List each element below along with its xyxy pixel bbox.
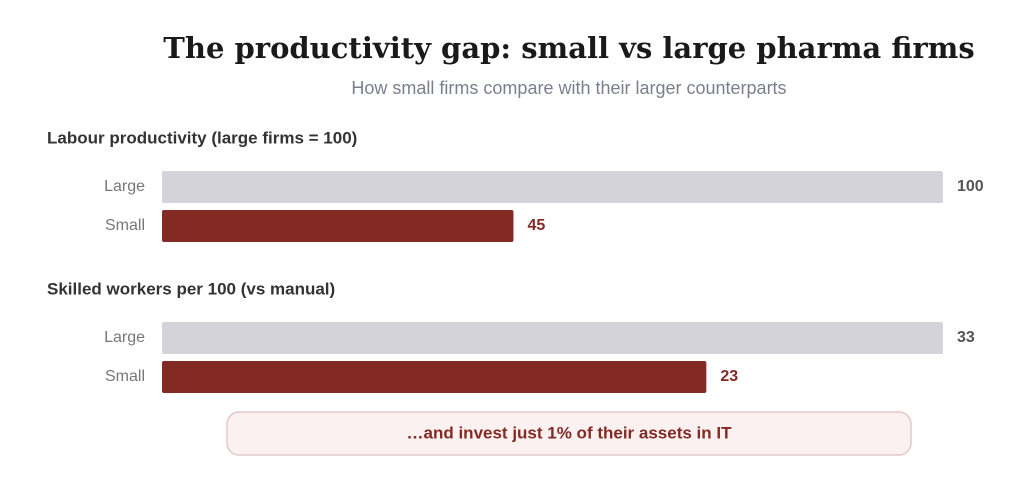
callout-text: …and invest just 1% of their assets in I…	[407, 423, 733, 442]
panel-title: Labour productivity (large firms = 100)	[47, 128, 357, 147]
category-label: Large	[104, 329, 145, 346]
category-label: Large	[104, 178, 145, 195]
panel-title: Skilled workers per 100 (vs manual)	[47, 279, 335, 298]
category-label: Small	[105, 368, 145, 385]
chart-title: The productivity gap: small vs large pha…	[163, 31, 974, 65]
value-label: 33	[957, 329, 975, 346]
bar	[162, 210, 514, 242]
chart-subtitle: How small firms compare with their large…	[351, 78, 786, 98]
bar	[162, 171, 943, 203]
bar	[162, 322, 943, 354]
category-label: Small	[105, 217, 145, 234]
callout-box	[226, 411, 912, 456]
value-label: 23	[720, 368, 738, 385]
bar	[162, 361, 707, 393]
value-label: 45	[527, 217, 545, 234]
value-label: 100	[957, 178, 984, 195]
